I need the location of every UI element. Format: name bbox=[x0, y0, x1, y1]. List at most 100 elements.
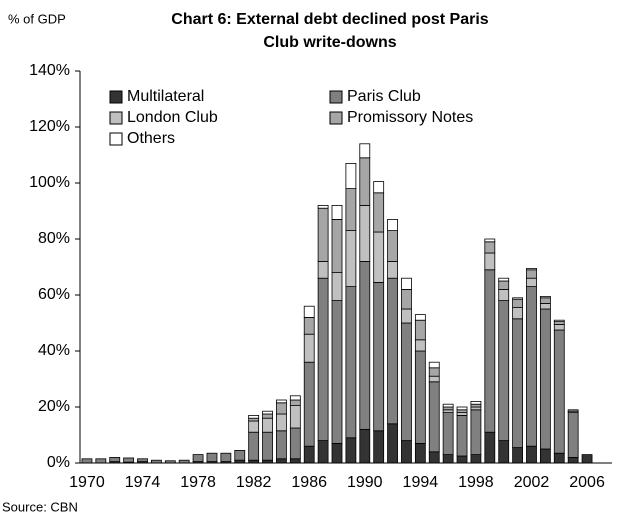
x-tick-label: 2002 bbox=[514, 474, 550, 491]
legend-label: Multilateral bbox=[127, 88, 204, 105]
bar-segment bbox=[442, 412, 454, 456]
bar-segment bbox=[345, 188, 357, 232]
bar-segment bbox=[526, 445, 537, 464]
bar-segment bbox=[192, 454, 204, 463]
bar-segment bbox=[470, 454, 482, 464]
bar-segment bbox=[414, 339, 426, 352]
bar-segment bbox=[442, 406, 454, 411]
bar-segment bbox=[359, 428, 371, 464]
bar-segment bbox=[470, 409, 482, 455]
bar-segment bbox=[373, 181, 385, 194]
bar-segment bbox=[428, 367, 440, 377]
bar-segment bbox=[137, 458, 148, 462]
bar-segment bbox=[206, 452, 218, 463]
bar-segment bbox=[539, 297, 551, 304]
legend-swatch bbox=[329, 90, 343, 104]
bar-segment bbox=[276, 430, 287, 460]
bar-segment bbox=[553, 452, 565, 464]
y-tick-label: 140% bbox=[29, 62, 70, 79]
bar-segment bbox=[498, 277, 510, 282]
bar-segment bbox=[359, 143, 371, 159]
x-tick-label: 1994 bbox=[403, 474, 439, 491]
bar-segment bbox=[289, 458, 301, 464]
bar-segment bbox=[262, 431, 273, 461]
bar-segment bbox=[345, 230, 357, 288]
y-tick-label: 20% bbox=[38, 398, 70, 415]
bar-segment bbox=[567, 409, 579, 412]
bar-segment bbox=[95, 458, 107, 464]
bar-segment bbox=[401, 440, 412, 464]
bar-segment bbox=[484, 241, 496, 254]
legend-swatch bbox=[109, 132, 123, 146]
bar-segment bbox=[442, 403, 454, 408]
bar-segment bbox=[553, 321, 565, 325]
x-tick-label: 2006 bbox=[569, 474, 605, 491]
chart-title: Club write-downs bbox=[263, 34, 396, 51]
bar-segment bbox=[276, 413, 287, 432]
bar-segment bbox=[317, 277, 329, 442]
x-tick-label: 1982 bbox=[236, 474, 272, 491]
bar-segment bbox=[345, 437, 357, 464]
bar-segment bbox=[401, 288, 412, 310]
bar-segment bbox=[317, 204, 329, 209]
bar-segment bbox=[303, 361, 315, 447]
bar-segment bbox=[512, 307, 523, 320]
bar-segment bbox=[359, 204, 371, 262]
bar-segment bbox=[539, 295, 551, 299]
bar-segment bbox=[345, 162, 357, 189]
legend-swatch bbox=[329, 111, 343, 125]
bar-segment bbox=[414, 350, 426, 444]
bar-segment bbox=[484, 238, 496, 243]
x-tick-label: 1986 bbox=[291, 474, 327, 491]
x-tick-label: 1978 bbox=[180, 474, 216, 491]
bar-segment bbox=[484, 269, 496, 433]
y-tick-label: 80% bbox=[38, 230, 70, 247]
bar-segment bbox=[248, 420, 260, 433]
bar-segment bbox=[262, 417, 273, 433]
bar-segment bbox=[442, 454, 454, 464]
bar-segment bbox=[470, 403, 482, 408]
bar-segment bbox=[581, 454, 593, 464]
bar-segment bbox=[539, 302, 551, 310]
bar-segment bbox=[456, 412, 468, 416]
bar-segment bbox=[373, 231, 385, 283]
bar-segment bbox=[373, 192, 385, 233]
bar-segment bbox=[289, 405, 301, 429]
bar-segment bbox=[359, 157, 371, 206]
bar-segment bbox=[484, 431, 496, 464]
bar-segment bbox=[331, 272, 343, 302]
bar-segment bbox=[248, 414, 260, 419]
bar-segment bbox=[234, 449, 246, 461]
bar-segment bbox=[526, 267, 537, 271]
legend-swatch bbox=[109, 111, 123, 125]
bar-segment bbox=[567, 456, 579, 464]
bar-segment bbox=[303, 305, 315, 318]
y-tick-label: 100% bbox=[29, 174, 70, 191]
bar-segment bbox=[512, 297, 523, 300]
bar-segment bbox=[428, 375, 440, 383]
bar-segment bbox=[289, 395, 301, 401]
bar-segment bbox=[387, 277, 398, 425]
bar-segment bbox=[470, 400, 482, 405]
bar-segment bbox=[512, 298, 523, 309]
bar-segment bbox=[331, 442, 343, 464]
bar-segment bbox=[387, 218, 398, 231]
bar-segment bbox=[512, 447, 523, 464]
bar-segment bbox=[109, 456, 121, 462]
y-tick-label: 40% bbox=[38, 342, 70, 359]
bar-segment bbox=[331, 218, 343, 273]
bar-segment bbox=[345, 286, 357, 439]
bar-segment bbox=[387, 260, 398, 279]
bar-segment bbox=[387, 423, 398, 464]
y-tick-label: 0% bbox=[47, 454, 70, 471]
legend-label: Paris Club bbox=[347, 88, 421, 105]
bar-segment bbox=[526, 269, 537, 279]
bar-segment bbox=[456, 409, 468, 413]
x-tick-label: 1990 bbox=[347, 474, 383, 491]
bar-segment bbox=[303, 445, 315, 464]
bar-segment bbox=[498, 440, 510, 464]
source: Source: CBN bbox=[2, 499, 78, 514]
bar-segment bbox=[303, 316, 315, 335]
bar-segment bbox=[123, 457, 135, 463]
